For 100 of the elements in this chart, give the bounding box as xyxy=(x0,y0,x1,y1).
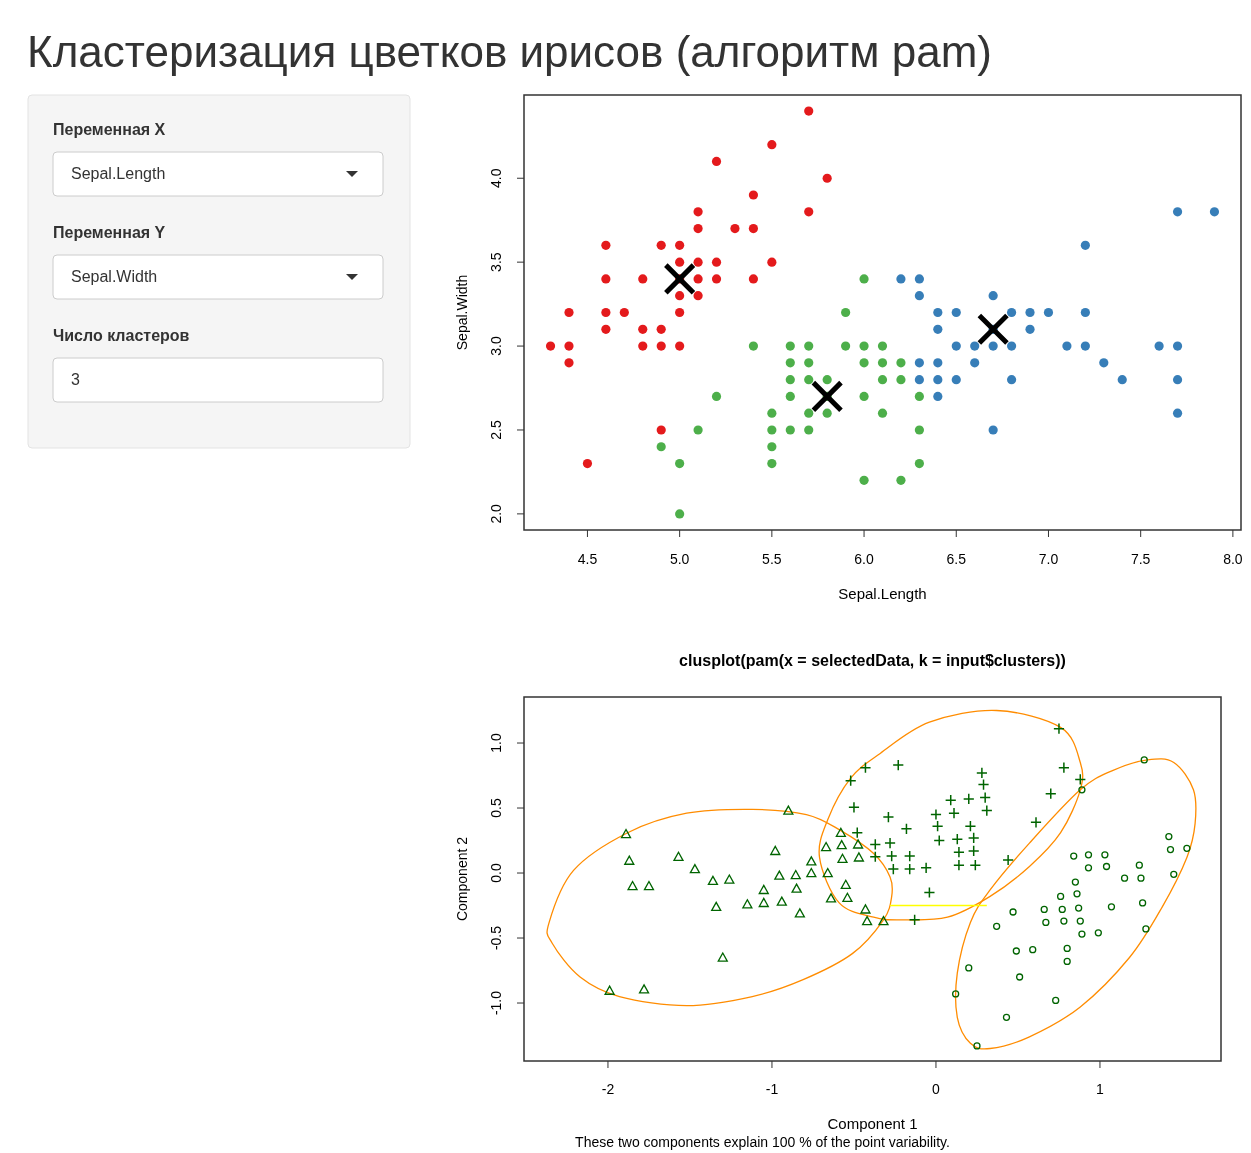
point xyxy=(601,307,611,318)
point xyxy=(1094,929,1102,937)
point xyxy=(822,375,832,385)
point xyxy=(711,274,722,284)
point xyxy=(962,793,975,805)
point xyxy=(711,391,722,402)
y-tick-label: 2.0 xyxy=(487,503,504,524)
point xyxy=(970,358,980,368)
point xyxy=(774,870,785,880)
text: 3 xyxy=(71,371,80,389)
point xyxy=(852,839,864,849)
point xyxy=(896,375,906,385)
point xyxy=(711,156,722,167)
point xyxy=(564,341,574,351)
point xyxy=(920,861,932,874)
point xyxy=(1030,816,1042,829)
y-tick-label: 3.5 xyxy=(487,252,504,272)
point xyxy=(711,257,722,267)
point xyxy=(785,391,795,402)
point xyxy=(806,867,817,878)
point xyxy=(1142,925,1150,933)
point xyxy=(822,867,833,878)
point xyxy=(748,341,759,351)
point xyxy=(914,375,924,385)
point xyxy=(638,274,648,284)
point xyxy=(887,863,900,875)
x-tick-label: -2 xyxy=(601,1080,615,1097)
point xyxy=(767,442,777,452)
text: These two components explain 100 % of the point variability. xyxy=(575,1133,950,1150)
point xyxy=(1172,341,1183,351)
point xyxy=(835,827,846,837)
text: Переменная X xyxy=(53,121,166,139)
point xyxy=(951,375,961,385)
point xyxy=(885,850,898,862)
point xyxy=(851,826,864,839)
point xyxy=(582,458,593,469)
point xyxy=(877,375,888,385)
point xyxy=(1058,761,1070,774)
point xyxy=(933,358,943,368)
point xyxy=(967,845,980,857)
point xyxy=(1062,341,1072,351)
point xyxy=(758,897,769,908)
point xyxy=(933,834,946,847)
point xyxy=(1135,861,1143,869)
y-tick-label: 1.0 xyxy=(487,733,504,753)
point xyxy=(903,863,916,875)
point xyxy=(848,801,860,814)
point xyxy=(914,291,924,301)
point xyxy=(693,291,703,301)
point xyxy=(967,832,980,844)
point xyxy=(767,140,777,150)
point xyxy=(837,853,848,863)
point xyxy=(977,778,990,791)
point xyxy=(896,475,906,485)
point xyxy=(767,408,777,418)
point xyxy=(859,475,869,485)
point xyxy=(1172,408,1183,418)
point xyxy=(638,324,648,334)
x-tick-label: 5.5 xyxy=(762,550,782,567)
point xyxy=(693,425,703,435)
point xyxy=(1120,874,1129,882)
point xyxy=(604,985,615,995)
point xyxy=(707,875,719,886)
point xyxy=(693,207,703,217)
point xyxy=(933,375,943,385)
point xyxy=(767,425,777,435)
point xyxy=(1209,207,1220,217)
point xyxy=(1076,917,1084,925)
point xyxy=(964,820,977,833)
point xyxy=(841,307,851,318)
point xyxy=(601,240,611,250)
y-tick-label: -0.5 xyxy=(487,925,504,951)
point xyxy=(804,207,814,217)
point xyxy=(643,880,655,891)
point xyxy=(969,859,982,872)
point xyxy=(804,425,814,435)
y-tick-label: 2.5 xyxy=(487,420,504,440)
point xyxy=(877,341,888,351)
point xyxy=(908,913,921,926)
point xyxy=(953,859,965,872)
point xyxy=(1006,307,1017,318)
text: Число кластеров xyxy=(53,327,190,345)
point xyxy=(776,896,787,906)
y-axis-title: Sepal.Width xyxy=(453,274,470,351)
y-tick-label: 0.0 xyxy=(487,863,504,883)
x-tick-label: 6.5 xyxy=(946,550,967,567)
point xyxy=(675,509,685,519)
point xyxy=(1166,845,1175,854)
y-tick-label: 4.0 xyxy=(487,168,504,188)
point xyxy=(861,915,873,926)
x-tick-label: 5.0 xyxy=(669,550,690,567)
point xyxy=(785,358,795,368)
point xyxy=(841,341,851,351)
point xyxy=(689,863,701,874)
point xyxy=(804,106,814,116)
point xyxy=(840,879,851,889)
point xyxy=(1012,947,1020,955)
point xyxy=(675,307,685,318)
point xyxy=(791,883,802,893)
point xyxy=(948,807,960,820)
